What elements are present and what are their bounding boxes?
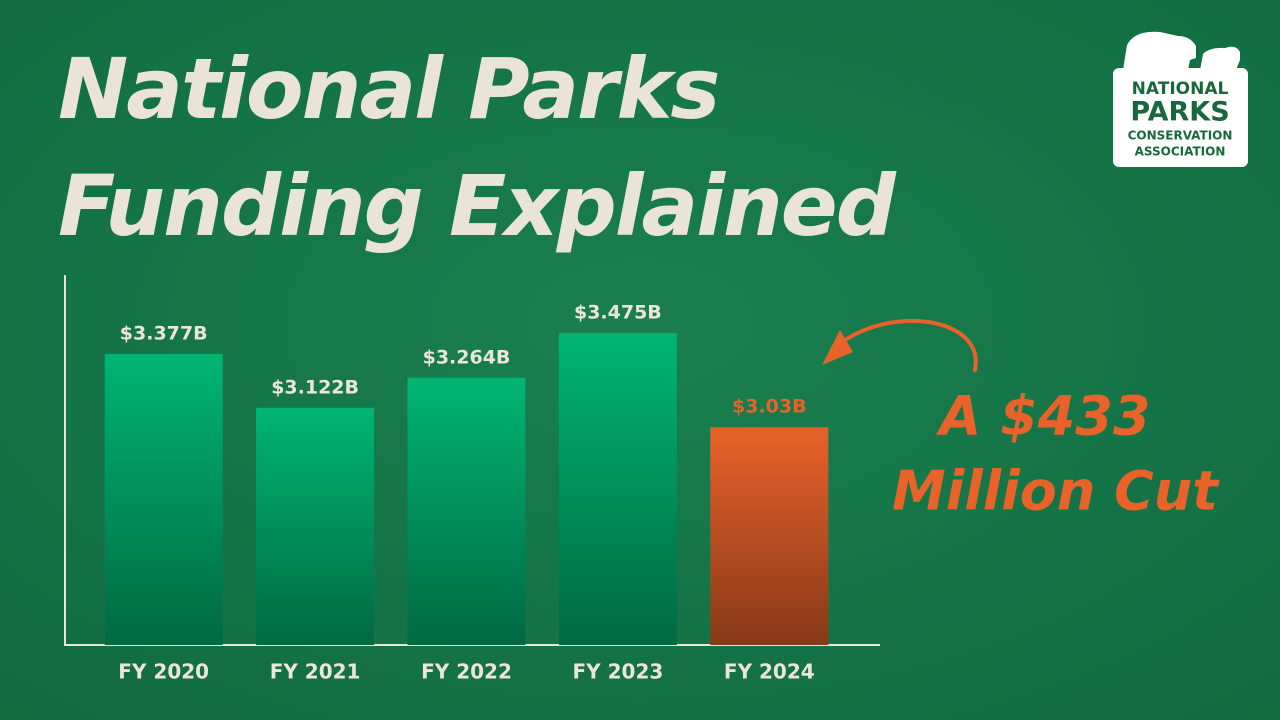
logo: NATIONAL PARKS CONSERVATION ASSOCIATION	[1113, 31, 1248, 167]
value-label: $3.122B	[271, 376, 359, 398]
logo-text: ASSOCIATION	[1135, 145, 1226, 159]
logo-text: NATIONAL	[1132, 79, 1229, 99]
x-tick-label: FY 2022	[421, 660, 512, 684]
bar-shade	[558, 333, 677, 645]
logo-cub	[1200, 46, 1240, 70]
x-tick-label: FY 2021	[270, 660, 361, 684]
value-label: $3.475B	[574, 302, 662, 324]
bar-shade	[710, 427, 829, 645]
x-tick-label: FY 2020	[118, 660, 209, 684]
title-line: Funding Explained	[58, 157, 897, 255]
title-line: National Parks	[58, 40, 718, 138]
value-label: $3.03B	[732, 396, 807, 418]
arrow	[843, 319, 978, 372]
x-tick-label: FY 2024	[724, 660, 815, 684]
logo-box	[1113, 68, 1248, 167]
x-tick-label: FY 2023	[573, 660, 664, 684]
arrow-head	[822, 330, 853, 365]
logo-text: PARKS	[1130, 97, 1229, 128]
annotation: Million Cut	[892, 460, 1220, 523]
annotation: A $433	[936, 385, 1151, 448]
value-label: $3.264B	[423, 346, 511, 368]
logo-bear	[1123, 31, 1196, 70]
bar-shade	[256, 407, 375, 645]
value-label: $3.377B	[120, 322, 208, 344]
bar-shade	[104, 353, 223, 645]
bar-shade	[407, 377, 526, 645]
logo-text: CONSERVATION	[1128, 129, 1233, 143]
